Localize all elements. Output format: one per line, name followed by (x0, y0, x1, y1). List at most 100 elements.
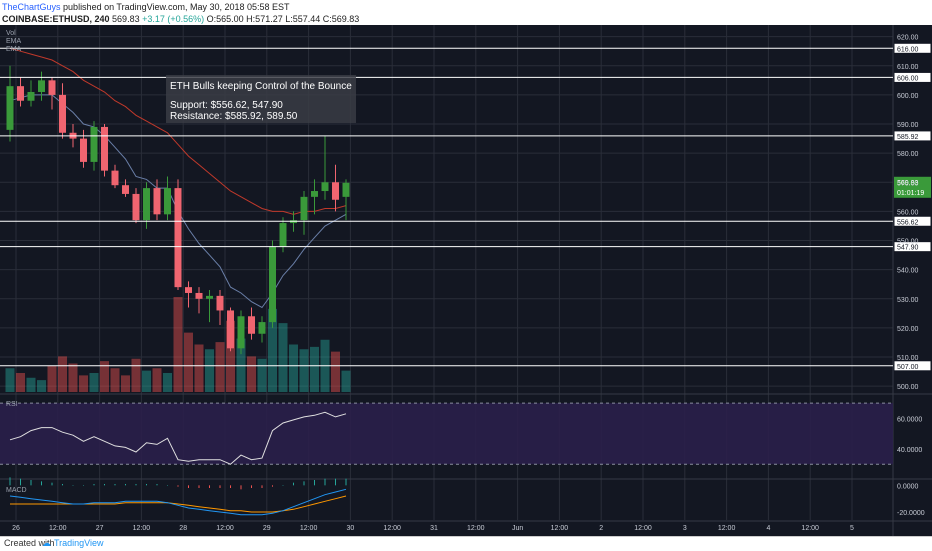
volume-bar (268, 308, 277, 392)
rsi-tick-label: 60.0000 (897, 416, 922, 423)
rsi-line (9, 411, 347, 465)
macd-histogram-bar (345, 478, 347, 486)
symbol-line: COINBASE:ETHUSD, 240 569.83 +3.17 (+0.56… (2, 14, 359, 24)
level-tag-label: 616.00 (897, 46, 919, 53)
volume-bar (173, 297, 183, 392)
macd-histogram-bar (41, 481, 42, 486)
volume-bar (5, 368, 15, 392)
time-tick-label: 12:00 (467, 525, 485, 532)
publish-line: TheChartGuys published on TradingView.co… (2, 2, 290, 12)
time-tick-label: 29 (263, 525, 271, 532)
pane-label-macd: MACD (6, 487, 27, 494)
time-tick-label: 4 (766, 525, 770, 532)
last-price: 569.83 (112, 14, 140, 24)
candlesticks (6, 65, 350, 355)
tradingview-logo-icon: ☁ (42, 538, 51, 548)
volume-bar (194, 344, 204, 392)
price-tick-label: 560.00 (897, 209, 919, 216)
candle-body (216, 295, 224, 311)
candle (174, 179, 182, 291)
time-tick-label: 12:00 (300, 525, 318, 532)
macd-histogram-bar (30, 480, 32, 486)
candle (122, 179, 129, 197)
annotation-box[interactable]: ETH Bulls keeping Control of the Bounce … (166, 75, 356, 123)
time-tick-label: 5 (850, 525, 854, 532)
macd-signal-line (10, 495, 347, 513)
volume-bar (236, 338, 246, 392)
volume-bar (341, 370, 351, 392)
level-tag-label: 507.00 (897, 364, 919, 371)
publisher-name[interactable]: TheChartGuys (2, 2, 61, 12)
countdown-label: 01:01:19 (897, 190, 924, 197)
price-tick-label: 500.00 (897, 384, 919, 391)
volume-bar (47, 365, 57, 392)
volume-bar (310, 346, 319, 392)
time-tick-label: 3 (683, 525, 687, 532)
candle-body (342, 182, 350, 197)
macd-histogram-bar (93, 484, 95, 486)
volume-bar (110, 368, 120, 392)
macd-histogram-bar (51, 482, 53, 486)
candle-body (27, 91, 35, 101)
volume-bar (121, 375, 130, 392)
level-tag (893, 215, 932, 227)
annotation-title: ETH Bulls keeping Control of the Bounce (170, 81, 352, 92)
published-text: published on TradingView.com, May 30, 20… (63, 2, 290, 12)
candle-body (6, 86, 14, 130)
rsi-pane: 40.0000 60.0000 (0, 402, 922, 465)
macd-histogram-bar (135, 484, 137, 486)
price-tick-label: 580.00 (897, 151, 919, 158)
candle (342, 179, 350, 221)
candle (311, 179, 318, 215)
price-tick-label: 610.00 (897, 64, 919, 71)
level-tag-label: 606.00 (897, 75, 919, 82)
created-with-text: Created with (4, 538, 55, 548)
time-tick-label: 30 (347, 525, 355, 532)
macd-histogram-bar (272, 485, 273, 487)
level-tag (893, 360, 932, 372)
candle (17, 77, 24, 107)
tradingview-brand[interactable]: TradingView (54, 538, 104, 548)
horizontal-levels: 616.00 606.00 585.92 556.62 547.90 507.00 569.… (0, 42, 932, 372)
chart-canvas[interactable]: 616.00 606.00 585.92 556.62 547.90 507.00 569.… (0, 0, 932, 536)
price-tick-label: 590.00 (897, 122, 919, 129)
price-tick-label: 550.00 (897, 239, 919, 246)
pane-label-ema-1: EMA (6, 38, 22, 45)
candle-body (17, 86, 24, 101)
time-tick-label: Jun (512, 525, 523, 532)
volume-bar (257, 358, 267, 392)
footer-bar: Created with ☁ TradingView (0, 536, 932, 551)
volume-bar (163, 373, 172, 392)
candle-body (248, 316, 255, 334)
candle (90, 121, 98, 171)
candle-body (132, 193, 140, 221)
volume-bar (68, 363, 78, 392)
macd-histogram-bar (261, 485, 263, 488)
macd-histogram-bar (293, 482, 294, 486)
candle (38, 71, 45, 101)
candle-body (300, 196, 308, 221)
candle-body (332, 182, 339, 200)
candle-body (111, 170, 119, 186)
macd-histogram-bar (72, 485, 74, 486)
candle (6, 65, 14, 142)
time-tick-label: 12:00 (49, 525, 67, 532)
time-tick-label: 12:00 (634, 525, 652, 532)
price-tick-label: 510.00 (897, 355, 919, 362)
price-change: +3.17 (+0.56%) (142, 14, 205, 24)
macd-histogram-bar (324, 478, 326, 486)
macd-histogram-bar (62, 484, 63, 486)
macd-histogram-bar (83, 485, 84, 486)
volume-bar (16, 373, 25, 392)
volume-bar (37, 380, 46, 392)
volume-bar (289, 344, 298, 392)
volume-bar (100, 361, 109, 392)
candle (59, 83, 66, 139)
candle (132, 188, 140, 224)
pane-label-vol: Vol (6, 30, 16, 37)
candle-body (80, 138, 87, 162)
candle (300, 191, 308, 235)
symbol-name: COINBASE:ETHUSD, 240 (2, 14, 110, 24)
candle (332, 164, 339, 212)
